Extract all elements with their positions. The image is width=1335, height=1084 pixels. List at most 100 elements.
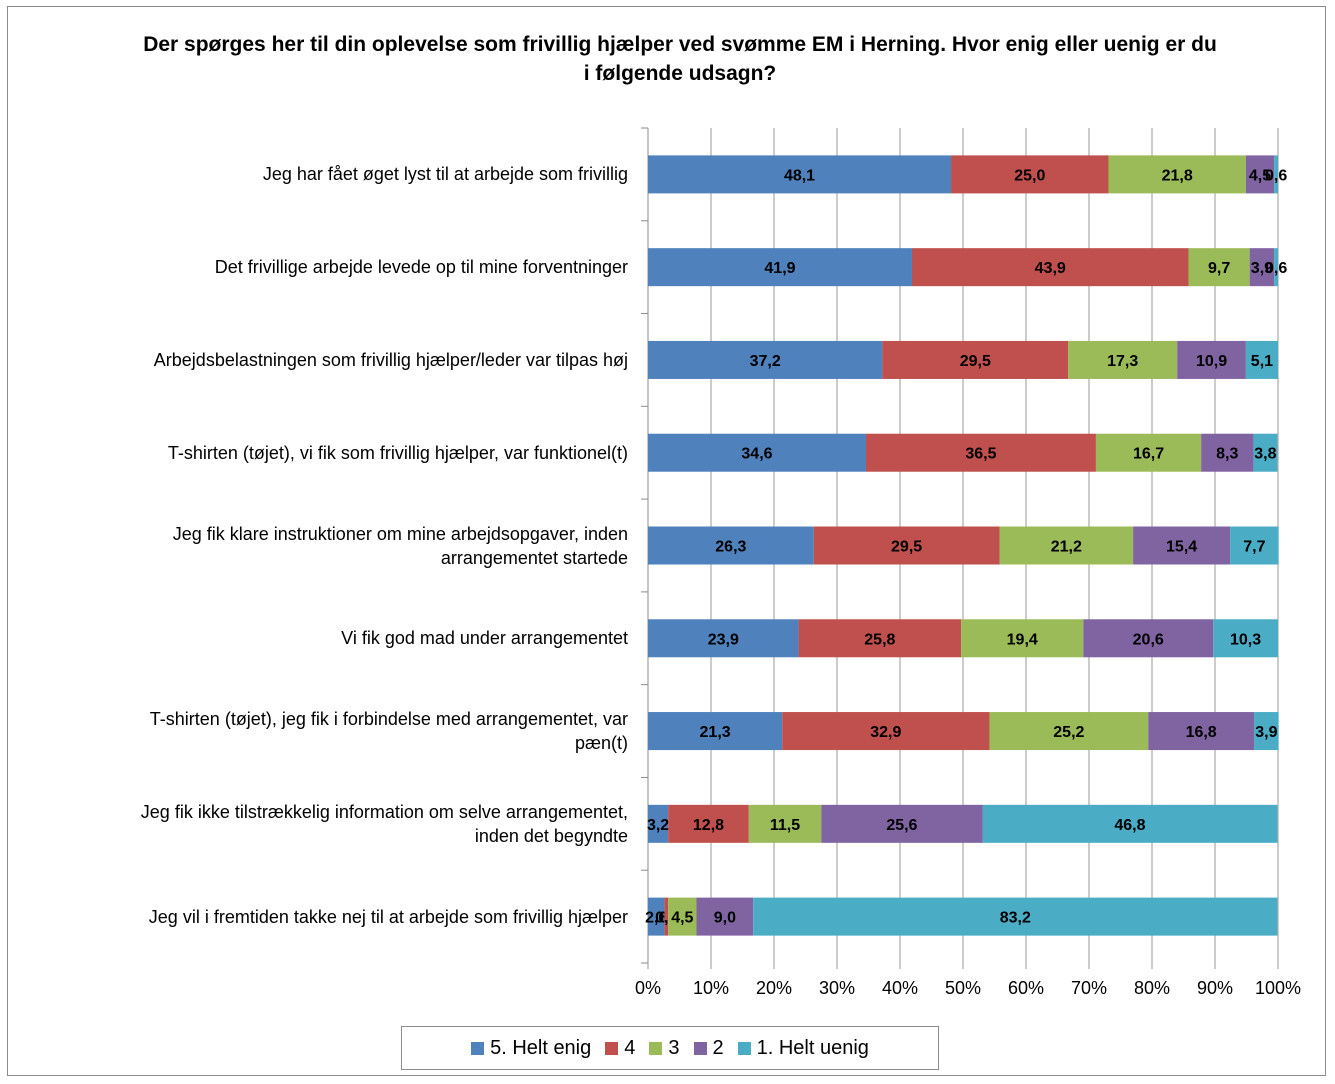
x-tick-label: 10% [693, 978, 729, 998]
legend-label: 2 [712, 1036, 724, 1059]
legend-swatch [693, 1041, 707, 1055]
data-label: 23,9 [708, 631, 739, 648]
category-label-line: T-shirten (tøjet), jeg fik i forbindelse… [149, 709, 628, 730]
legend-item: 1. Helt uenig [737, 1037, 869, 1060]
bar-segment [1068, 340, 1178, 379]
bar-segment [999, 526, 1134, 565]
data-label: 2,6 [645, 910, 667, 927]
data-label: 43,9 [1035, 260, 1066, 277]
legend-label: 5. Helt enig [490, 1036, 592, 1059]
bar-segment [782, 712, 990, 751]
bar-segment [748, 804, 822, 843]
bar-segment [648, 619, 799, 658]
data-label: 12,8 [693, 817, 724, 834]
category-label-line: Jeg har fået øget lyst til at arbejde so… [262, 164, 628, 185]
legend-item: 3 [649, 1037, 680, 1060]
bar-segment [648, 526, 814, 565]
bar-segment [1188, 248, 1250, 287]
chart-legend: 5. Helt enig 4 3 2 1. Helt uenig [401, 1026, 939, 1070]
data-label: 16,7 [1133, 446, 1164, 463]
bar-segment [648, 248, 912, 287]
category-label-line: Jeg fik ikke tilstrækkelig information o… [140, 801, 628, 822]
legend-swatch [605, 1041, 619, 1055]
data-label: 36,5 [965, 446, 996, 463]
bar-segment [1201, 433, 1254, 472]
bar-segment [1148, 712, 1255, 751]
data-label: 21,3 [700, 724, 731, 741]
x-tick-label: 60% [1008, 978, 1044, 998]
bar-segment [1245, 340, 1278, 379]
category-label: T-shirten (tøjet), vi fik som frivillig … [168, 441, 628, 465]
category-label: T-shirten (tøjet), jeg fik i forbindelse… [150, 707, 628, 755]
bar-segment [989, 712, 1149, 751]
bar-segment [1095, 433, 1202, 472]
bar-segment [1213, 619, 1278, 658]
data-label: 19,4 [1007, 631, 1038, 648]
bar-segment [1083, 619, 1214, 658]
bar-segment [1253, 433, 1278, 472]
category-label: Jeg har fået øget lyst til at arbejde so… [263, 162, 628, 186]
category-label-line: Jeg vil i fremtiden takke nej til at arb… [148, 906, 628, 927]
data-label: 11,5 [770, 817, 800, 834]
bar-segment [961, 619, 1084, 658]
x-tick-label: 50% [945, 978, 981, 998]
data-label: 8,3 [1216, 446, 1238, 463]
data-label: 17,3 [1107, 353, 1138, 370]
category-label-line: inden det begyndte [474, 825, 628, 846]
data-label: 3,9 [1251, 260, 1273, 277]
x-tick-label: 90% [1197, 978, 1233, 998]
data-label: 29,5 [960, 353, 991, 370]
bar-segment [696, 897, 754, 936]
data-label: 10,3 [1230, 631, 1261, 648]
data-label: 26,3 [715, 539, 746, 556]
x-tick-label: 0% [635, 978, 661, 998]
data-label: 83,2 [1000, 910, 1031, 927]
bar-segment [951, 155, 1109, 194]
data-label: 5,1 [1251, 353, 1273, 370]
data-label: 34,6 [741, 446, 772, 463]
data-label: 21,2 [1051, 539, 1082, 556]
bar-segment [1133, 526, 1231, 565]
category-label: Jeg vil i fremtiden takke nej til at arb… [149, 905, 628, 929]
data-label: 16,8 [1186, 724, 1217, 741]
data-label: 0,6 [1265, 260, 1287, 277]
category-label-line: Arbejdsbelastningen som frivillig hjælpe… [153, 349, 628, 370]
legend-item: 2 [693, 1036, 724, 1060]
bar-segment [1274, 155, 1278, 194]
bar-segment [648, 155, 952, 194]
category-label: Arbejdsbelastningen som frivillig hjælpe… [154, 348, 628, 372]
bar-segment [648, 712, 783, 751]
bar-segment [1230, 526, 1279, 565]
legend-swatch [737, 1041, 751, 1055]
data-label: 3,2 [647, 817, 669, 834]
bar-segment [882, 340, 1069, 379]
bar-segment [1274, 248, 1278, 287]
x-tick-label: 80% [1134, 978, 1170, 998]
bar-segment [813, 526, 1000, 565]
bar-segment [982, 804, 1278, 843]
data-label: 46,8 [1114, 817, 1145, 834]
bar-segment [911, 248, 1189, 287]
category-label: Vi fik god mad under arrangementet [341, 626, 628, 650]
bar-segment [648, 340, 883, 379]
bar-segment [1177, 340, 1246, 379]
bar-segment [648, 433, 866, 472]
category-label: Det frivillige arbejde levede op til min… [215, 255, 628, 279]
chart-title: Der spørges her til din oplevelse som fr… [143, 33, 1217, 85]
category-label: Jeg fik klare instruktioner om mine arbe… [173, 522, 628, 570]
bar-segment [648, 897, 665, 936]
bar-segment [1249, 248, 1275, 287]
x-tick-label: 70% [1071, 978, 1107, 998]
data-label: 25,6 [886, 817, 917, 834]
data-label: 9,7 [1208, 260, 1230, 277]
x-tick-label: 20% [756, 978, 792, 998]
legend-swatch [471, 1041, 485, 1055]
data-label: 0,6 [1265, 167, 1287, 184]
data-label: 25,0 [1014, 167, 1045, 184]
data-label: 29,5 [891, 539, 922, 556]
bar-segment [668, 804, 749, 843]
category-label-line: arrangementet startede [440, 547, 628, 568]
x-tick-label: 40% [882, 978, 918, 998]
category-label-line: Jeg fik klare instruktioner om mine arbe… [172, 523, 628, 544]
bar-segment [798, 619, 962, 658]
